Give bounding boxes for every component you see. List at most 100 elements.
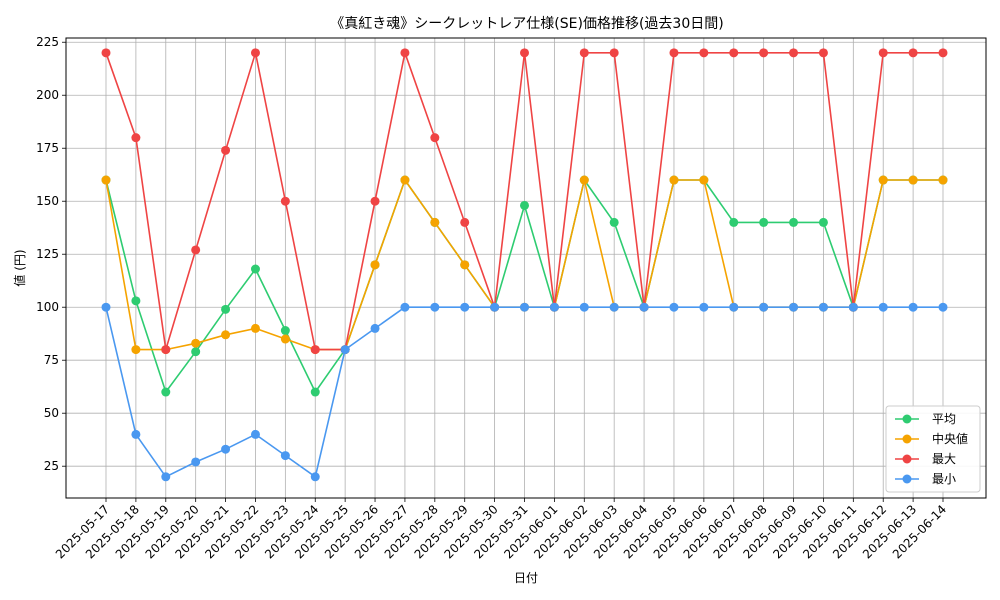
legend-item: 平均 — [895, 412, 956, 426]
data-point — [131, 133, 141, 143]
data-point — [759, 217, 769, 227]
series-3 — [101, 302, 948, 482]
legend-marker — [902, 414, 912, 424]
data-point — [310, 345, 320, 355]
legend-box — [885, 405, 981, 493]
data-point — [280, 334, 290, 344]
y-tick-label: 225 — [36, 35, 59, 49]
data-point — [400, 302, 410, 312]
data-point — [878, 302, 888, 312]
data-point — [430, 217, 440, 227]
data-point — [729, 48, 739, 58]
data-point — [191, 457, 201, 467]
data-point — [938, 48, 948, 58]
data-point — [908, 48, 918, 58]
data-point — [759, 302, 769, 312]
data-point — [161, 472, 171, 482]
data-point — [221, 145, 231, 155]
data-point — [250, 429, 260, 439]
data-point — [250, 48, 260, 58]
y-tick-label: 200 — [36, 88, 59, 102]
data-point — [848, 302, 858, 312]
plot-frame — [65, 37, 987, 499]
data-point — [310, 387, 320, 397]
data-point — [280, 326, 290, 336]
data-point — [938, 302, 948, 312]
legend-label: 中央値 — [932, 431, 968, 446]
y-tick-label: 125 — [36, 247, 59, 261]
data-point — [221, 304, 231, 314]
data-point — [460, 260, 470, 270]
data-point — [221, 444, 231, 454]
data-point — [520, 48, 529, 58]
data-point — [400, 48, 410, 58]
data-point — [520, 302, 529, 312]
data-point — [131, 296, 141, 306]
data-point — [490, 302, 500, 312]
data-point — [131, 429, 141, 439]
data-point — [400, 175, 410, 185]
data-point — [669, 175, 679, 185]
data-point — [460, 302, 470, 312]
y-axis-title: 値 (円) — [12, 249, 27, 286]
data-point — [250, 264, 260, 274]
data-point — [878, 48, 888, 58]
data-point — [878, 175, 888, 185]
data-point — [460, 217, 470, 227]
y-tick-layer: 25 50 75 100 125 150 175 200 225 — [36, 35, 66, 473]
data-point — [699, 302, 709, 312]
data-point — [789, 302, 799, 312]
x-axis-title: 日付 — [514, 571, 538, 585]
data-point — [818, 217, 828, 227]
data-point — [669, 48, 679, 58]
data-point — [579, 175, 589, 185]
data-point — [609, 302, 619, 312]
data-point — [370, 196, 380, 206]
data-point — [310, 472, 320, 482]
data-point — [250, 323, 260, 333]
data-point — [101, 175, 111, 185]
data-point — [789, 217, 799, 227]
data-point — [609, 217, 619, 227]
data-point — [579, 48, 589, 58]
y-tick-label: 25 — [44, 459, 59, 473]
x-tick-layer: 2025-05-172025-05-182025-05-192025-05-20… — [53, 498, 949, 561]
data-point — [789, 48, 799, 58]
data-point — [729, 302, 739, 312]
data-point — [729, 217, 739, 227]
data-point — [908, 175, 918, 185]
series-layer — [101, 48, 948, 482]
legend-label: 最大 — [932, 452, 956, 466]
legend-marker — [902, 454, 912, 464]
legend-marker — [902, 474, 912, 484]
data-point — [370, 323, 380, 333]
data-point — [370, 260, 380, 270]
data-point — [191, 338, 201, 348]
data-point — [579, 302, 589, 312]
data-point — [280, 196, 290, 206]
data-point — [669, 302, 679, 312]
series-2 — [101, 48, 948, 355]
data-point — [818, 302, 828, 312]
legend-marker — [902, 434, 912, 444]
y-tick-label: 150 — [36, 194, 59, 208]
data-point — [161, 387, 171, 397]
data-point — [549, 302, 559, 312]
data-point — [161, 345, 171, 355]
data-point — [699, 175, 709, 185]
data-point — [221, 330, 231, 340]
legend-item: 最大 — [895, 452, 956, 466]
data-point — [280, 451, 290, 461]
y-tick-label: 75 — [44, 353, 59, 367]
y-tick-label: 100 — [36, 300, 59, 314]
legend-item: 最小 — [895, 472, 956, 486]
y-tick-label: 175 — [36, 141, 59, 155]
data-point — [609, 48, 619, 58]
data-point — [430, 133, 440, 143]
data-point — [131, 345, 141, 355]
y-tick-label: 50 — [44, 406, 59, 420]
data-point — [101, 302, 111, 312]
